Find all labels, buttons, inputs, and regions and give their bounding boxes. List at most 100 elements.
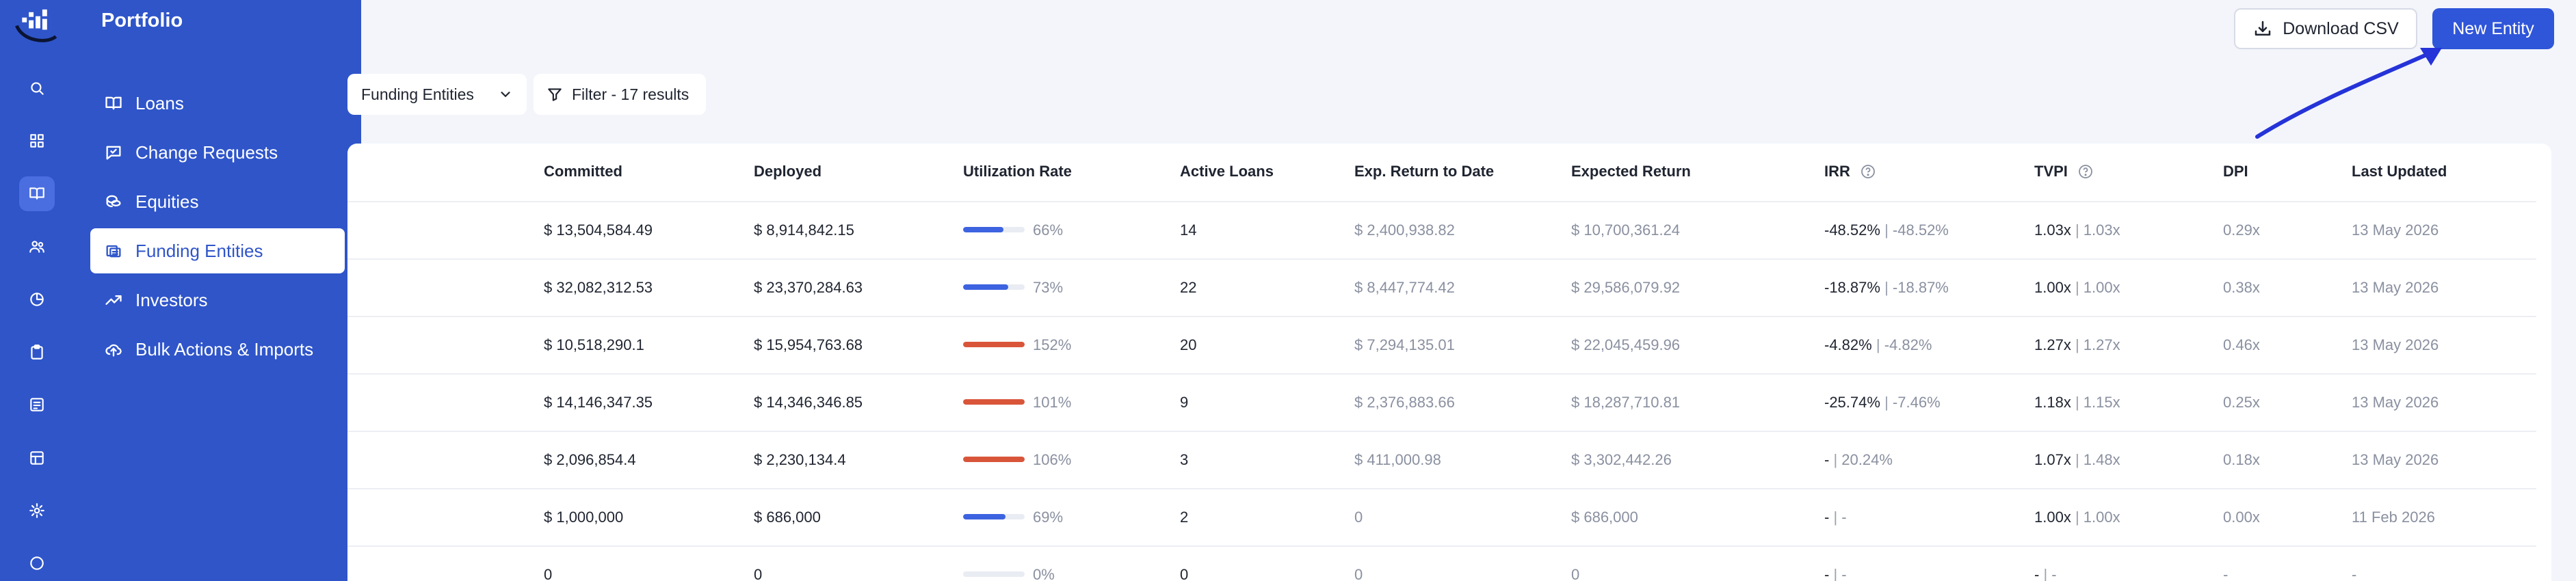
col-irr[interactable]: IRR (1824, 163, 1876, 180)
tvpi-primary: 1.27x (2034, 336, 2071, 353)
irr-primary: - (1824, 509, 1830, 526)
annotation-arrow-icon (2255, 48, 2442, 139)
menu-item-change-requests[interactable]: Change Requests (90, 130, 345, 175)
cell-deployed: $ 686,000 (754, 509, 821, 526)
table-row[interactable]: $ 13,504,584.49 $ 8,914,842.15 66% 14 $ 2,40… (0, 202, 2576, 258)
cell-tvpi: - | - (2034, 547, 2057, 581)
col-utilization-rate[interactable]: Utilization Rate (963, 163, 1072, 180)
rail-settings-icon[interactable] (19, 493, 55, 528)
table-row[interactable]: $ 1,000,000 $ 686,000 69% 2 0 $ 686,000 - | - 1… (0, 489, 2576, 545)
menu-item-equities[interactable]: Equities (90, 179, 345, 224)
menu-item-loans[interactable]: Loans (90, 81, 345, 126)
utilization-bar (963, 284, 1025, 290)
cell-irr: -48.52% | -48.52% (1824, 221, 1949, 239)
cell-expected-return: $ 18,287,710.81 (1571, 394, 1681, 411)
cell-last-updated: - (2352, 566, 2357, 581)
entity-type-select[interactable]: Funding Entities (347, 74, 527, 115)
cell-expected-return: $ 29,586,079.92 (1571, 279, 1681, 296)
irr-secondary: - (1841, 566, 1847, 581)
app-logo-icon[interactable] (12, 3, 62, 51)
row-divider (347, 488, 2536, 489)
rail-help-icon[interactable] (19, 546, 55, 581)
cell-dpi: 0.38x (2223, 279, 2260, 296)
menu-title: Portfolio (101, 10, 183, 31)
table-row[interactable]: 0 0 0% 0 0 0- | -- | --- (0, 547, 2576, 581)
col-tvpi[interactable]: TVPI (2034, 163, 2094, 180)
cell-exp-return-to-date: $ 8,447,774.42 (1354, 279, 1455, 296)
cell-committed: $ 14,146,347.35 (544, 394, 653, 411)
info-icon[interactable] (2077, 163, 2094, 180)
download-csv-label: Download CSV (2283, 18, 2399, 38)
tvpi-secondary: 1.00x (2083, 509, 2120, 526)
cell-utilization: 152% (1033, 336, 1072, 353)
col-active-loans[interactable]: Active Loans (1180, 163, 1274, 180)
menu-item-label: Loans (135, 92, 184, 113)
col-last-updated[interactable]: Last Updated (2352, 163, 2447, 180)
menu-item-investors[interactable]: Investors (90, 278, 345, 323)
tvpi-primary: 1.00x (2034, 279, 2071, 296)
rail-reports-icon[interactable] (19, 282, 55, 316)
col-exp-return-to-date[interactable]: Exp. Return to Date (1354, 163, 1495, 180)
tvpi-primary: - (2034, 566, 2040, 581)
cell-utilization: 0% (1033, 566, 1055, 581)
table-row[interactable]: $ 2,096,854.4 $ 2,230,134.4 106% 3 $ 411,000… (0, 432, 2576, 488)
cell-committed: $ 1,000,000 (544, 509, 624, 526)
cell-dpi: 0.25x (2223, 394, 2260, 411)
filter-button[interactable]: Filter - 17 results (534, 74, 706, 115)
cell-expected-return: $ 22,045,459.96 (1571, 336, 1681, 353)
download-csv-button[interactable]: Download CSV (2234, 8, 2417, 49)
coins-icon (106, 195, 121, 208)
entity-type-value: Funding Entities (361, 85, 474, 103)
cell-last-updated: 13 May 2026 (2352, 336, 2439, 353)
row-divider (347, 258, 2536, 260)
cell-dpi: - (2223, 566, 2229, 581)
cell-exp-return-to-date: 0 (1354, 509, 1363, 526)
cell-deployed: $ 15,954,763.68 (754, 336, 863, 353)
table-row[interactable]: $ 10,518,290.1 $ 15,954,763.68 152% 20 $ 7,2… (0, 317, 2576, 373)
col-expected-return[interactable]: Expected Return (1571, 163, 1691, 180)
tvpi-secondary: 1.03x (2083, 221, 2120, 239)
icon-rail (0, 0, 74, 581)
cell-dpi: 0.46x (2223, 336, 2260, 353)
cell-committed: 0 (544, 566, 553, 581)
tvpi-secondary: 1.27x (2083, 336, 2120, 353)
tvpi-secondary: - (2051, 566, 2057, 581)
rail-portfolio-icon[interactable] (19, 176, 55, 211)
menu-item-bulk-actions[interactable]: Bulk Actions & Imports (90, 327, 345, 372)
new-entity-button[interactable]: New Entity (2432, 8, 2554, 49)
rail-users-icon[interactable] (19, 229, 55, 264)
cell-committed: $ 32,082,312.53 (544, 279, 653, 296)
cell-deployed: $ 14,346,346.85 (754, 394, 863, 411)
cell-dpi: 0.18x (2223, 451, 2260, 468)
menu-item-funding-entities[interactable]: Funding Entities (90, 228, 345, 273)
rail-clipboard-icon[interactable] (19, 335, 55, 370)
rail-search-icon[interactable] (19, 70, 55, 105)
cell-deployed: $ 23,370,284.63 (754, 279, 863, 296)
chevron-down-icon (501, 92, 510, 98)
trend-up-icon (105, 295, 122, 305)
cell-tvpi: 1.00x | 1.00x (2034, 279, 2120, 296)
cell-utilization: 101% (1033, 394, 1072, 411)
cell-deployed: 0 (754, 566, 763, 581)
rail-dashboard-icon[interactable] (19, 123, 55, 158)
cell-dpi: 0.00x (2223, 509, 2260, 526)
menu-item-label: Investors (135, 289, 208, 310)
col-dpi[interactable]: DPI (2223, 163, 2248, 180)
rail-table-icon[interactable] (19, 440, 55, 475)
info-icon[interactable] (1860, 163, 1876, 180)
cell-irr: - | 20.24% (1824, 451, 1893, 468)
menu-item-label: Equities (135, 191, 199, 212)
col-deployed[interactable]: Deployed (754, 163, 822, 180)
table-row[interactable]: $ 14,146,347.35 $ 14,346,346.85 101% 9 $ 2,3… (0, 375, 2576, 431)
utilization-bar (963, 399, 1025, 405)
cell-irr: - | - (1824, 547, 1847, 581)
irr-secondary: - (1841, 509, 1847, 526)
cell-tvpi: 1.03x | 1.03x (2034, 221, 2120, 239)
tvpi-primary: 1.03x (2034, 221, 2071, 239)
table-row[interactable]: $ 32,082,312.53 $ 23,370,284.63 73% 22 $ 8,4… (0, 260, 2576, 316)
col-committed[interactable]: Committed (544, 163, 622, 180)
cell-last-updated: 13 May 2026 (2352, 451, 2439, 468)
utilization-bar (963, 457, 1025, 462)
irr-secondary: 20.24% (1841, 451, 1893, 468)
rail-ledger-icon[interactable] (19, 388, 55, 422)
